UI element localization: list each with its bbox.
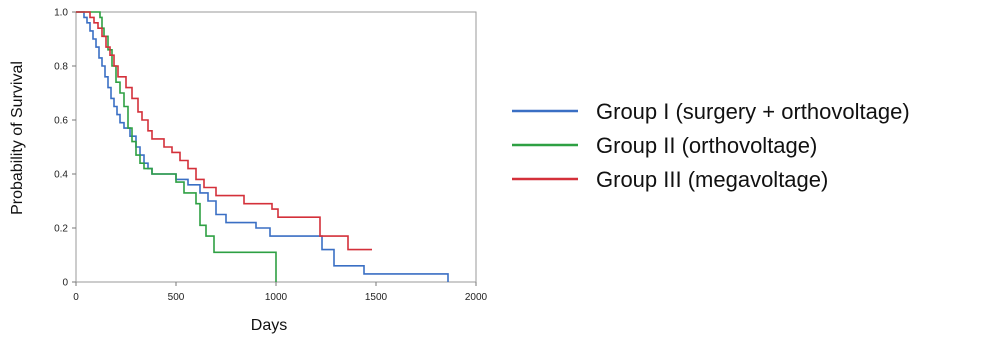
series-line-group-2 [76, 11, 277, 282]
y-tick-label: 0.4 [54, 170, 68, 181]
y-tick-label: 1.0 [54, 8, 68, 19]
y-tick-label: 0.6 [54, 116, 68, 127]
legend-label: Group III (megavoltage) [596, 167, 828, 192]
x-tick-label: 0 [73, 292, 79, 303]
x-tick-label: 2000 [465, 292, 488, 303]
legend: Group I (surgery + orthovoltage) Group II… [512, 99, 910, 192]
series-line-group-3 [76, 11, 372, 251]
y-tick-label: 0.2 [54, 224, 68, 235]
x-tick-label: 1000 [265, 292, 288, 303]
series-line-group-1 [76, 11, 449, 282]
x-axis-title: Days [251, 317, 287, 334]
y-tick-label: 0.8 [54, 62, 68, 73]
y-axis: 0 0.2 0.4 0.6 0.8 1.0 [54, 8, 76, 289]
series-lines [76, 11, 449, 282]
legend-label: Group I (surgery + orthovoltage) [596, 99, 910, 124]
legend-label: Group II (orthovoltage) [596, 133, 817, 158]
x-tick-label: 1500 [365, 292, 388, 303]
y-tick-label: 0 [62, 278, 68, 289]
x-tick-label: 500 [168, 292, 185, 303]
x-axis: 0 500 1000 1500 2000 [73, 282, 488, 303]
y-axis-title: Probability of Survival [9, 61, 26, 215]
